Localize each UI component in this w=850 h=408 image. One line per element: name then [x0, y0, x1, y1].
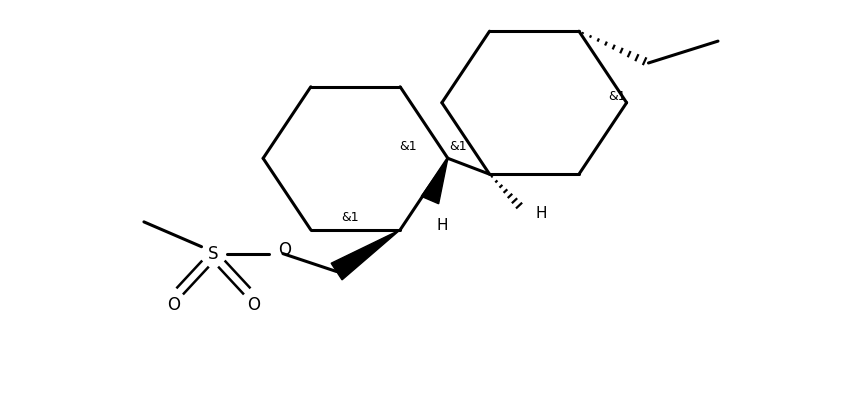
- Text: H: H: [536, 206, 547, 222]
- Text: O: O: [246, 296, 260, 314]
- Text: O: O: [279, 241, 292, 259]
- Text: O: O: [167, 296, 180, 314]
- Text: &1: &1: [400, 140, 417, 153]
- Text: H: H: [436, 218, 448, 233]
- Text: &1: &1: [608, 90, 626, 103]
- Polygon shape: [332, 230, 400, 280]
- Text: &1: &1: [449, 140, 467, 153]
- Text: &1: &1: [342, 211, 360, 224]
- Polygon shape: [422, 158, 448, 204]
- Text: S: S: [208, 245, 218, 263]
